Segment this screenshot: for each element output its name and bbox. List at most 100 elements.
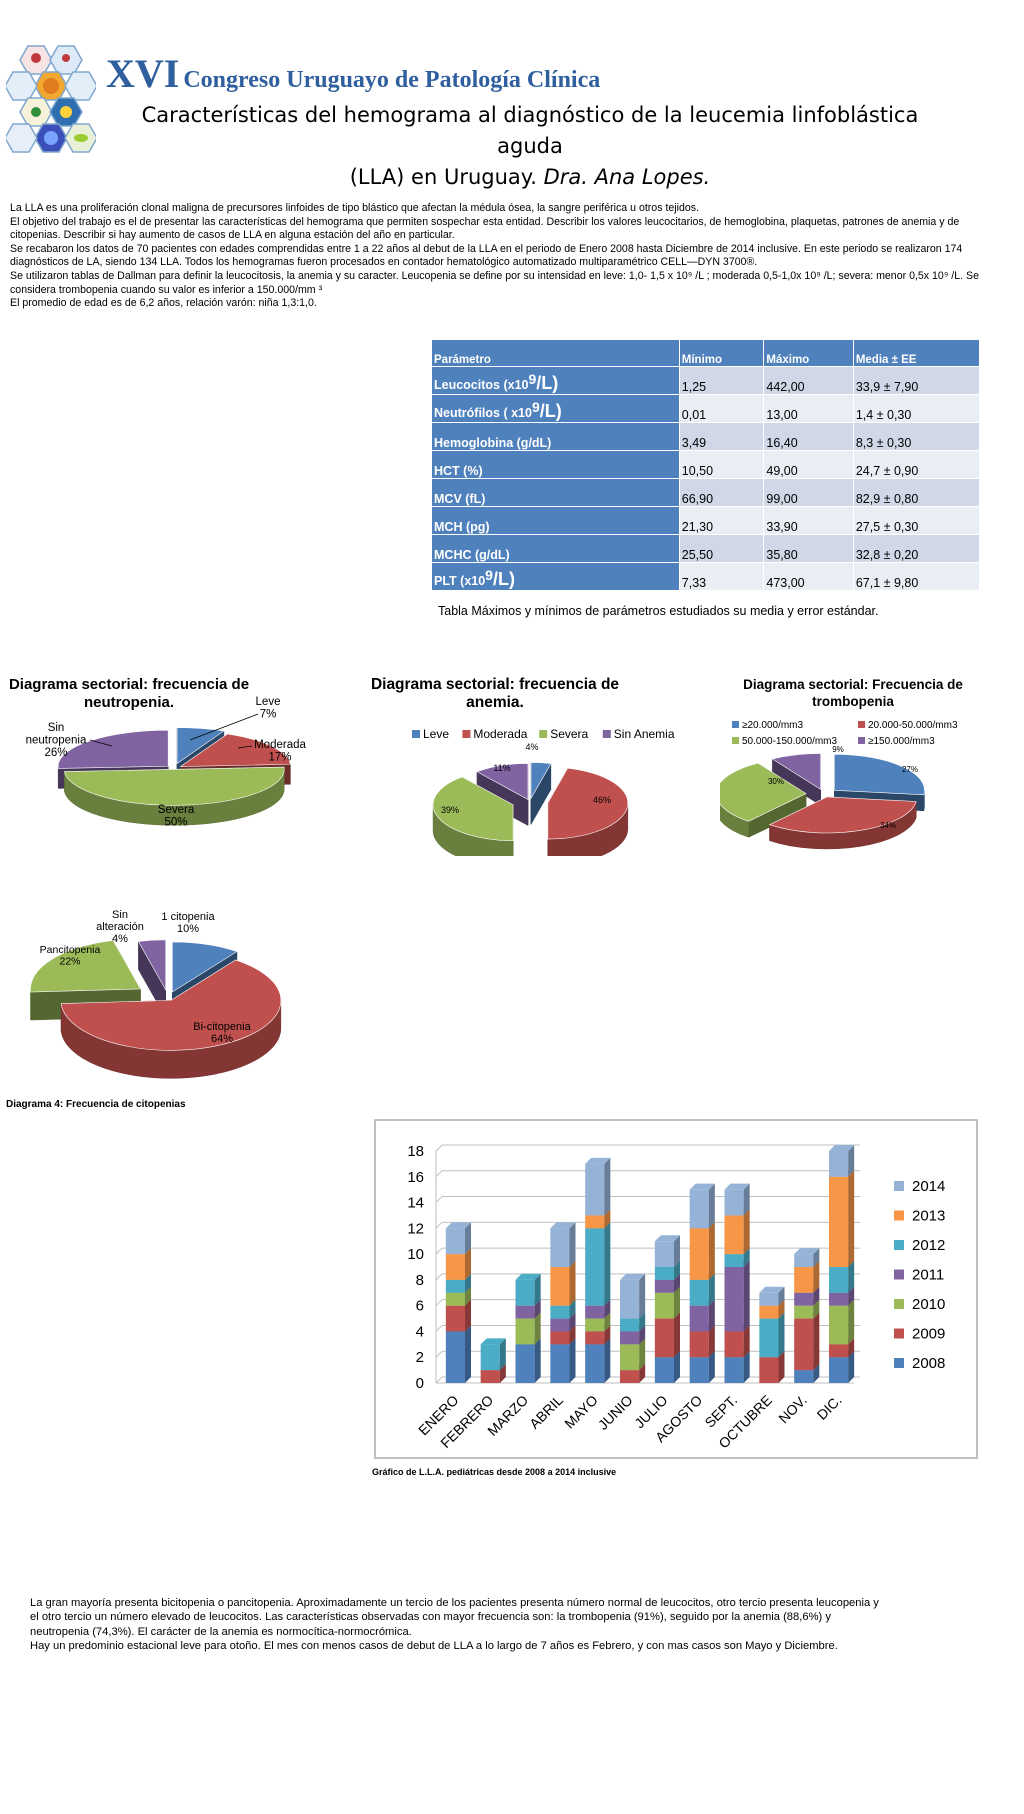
congress-name: XVI Congreso Uruguayo de Patología Clíni… (106, 50, 600, 97)
parameter-name: Neutrófilos ( x10 (434, 406, 532, 420)
legend-label: 2014 (912, 1178, 945, 1195)
legend-item: 2013 (894, 1208, 945, 1225)
intro-paragraph: El promedio de edad es de 6,2 años, rela… (10, 297, 317, 310)
column-header: Parámetro (432, 340, 680, 367)
bar-chart-frame: 0 2 4 6 8 10 12 14 16 18 ENERO FEBRERO MARZO ABRIL MAY… (374, 1119, 978, 1459)
bar-segment (550, 1338, 576, 1383)
slice-label: Leve 7% (256, 696, 281, 721)
value-cell-min: 25,50 (679, 534, 765, 563)
y-tick-label: 18 (407, 1143, 424, 1160)
value-cell-mean: 82,9 ± 0,80 (853, 478, 981, 507)
pie-slice-moderada (179, 733, 291, 767)
parameter-cell: MCH (pg) (432, 506, 680, 535)
slice-label: Bi-citopenia 64% (193, 1021, 251, 1045)
bar-segment (585, 1222, 611, 1306)
parameter-name: HCT (%) (434, 464, 483, 478)
y-tick-label: 14 (407, 1195, 424, 1212)
column-header: Mínimo (679, 340, 765, 367)
table-row: MCHC (g/dL) 25,50 35,80 32,8 ± 0,20 (432, 534, 981, 563)
congress-logo (6, 45, 96, 153)
legend-item: 2014 (894, 1178, 945, 1195)
bar-segment (829, 1170, 855, 1267)
parameter-exponent: 9 (531, 398, 540, 415)
table-row: HCT (%) 10,50 49,00 24,7 ± 0,90 (432, 450, 981, 479)
chart-title: Diagrama sectorial: frecuencia de neutro… (8, 676, 250, 711)
slice-label: 11% (493, 763, 510, 773)
legend-label: Moderada (473, 727, 527, 741)
legend-item: ≥150.000/mm3 (858, 736, 935, 747)
bar-segment (759, 1286, 785, 1306)
bar-segment (724, 1261, 750, 1332)
value-cell-min: 66,90 (679, 478, 765, 507)
label-leader (189, 713, 259, 741)
y-tick-label: 16 (407, 1169, 424, 1186)
chart-title: Diagrama sectorial: Frecuencia de trombo… (743, 677, 963, 709)
legend-item: Severa (539, 727, 589, 741)
legend-label: ≥20.000/mm3 (742, 720, 804, 731)
legend-item: ≥20.000/mm3 (732, 720, 804, 731)
legend-label: 2013 (912, 1208, 945, 1225)
bar-segment (654, 1286, 680, 1319)
value-cell-min: 21,30 (679, 506, 765, 535)
bar-segment (689, 1222, 715, 1280)
legend-label: 2009 (912, 1326, 945, 1343)
bar-segment (515, 1338, 541, 1383)
table-row: MCH (pg) 21,30 33,90 27,5 ± 0,30 (432, 506, 981, 535)
parameter-unit: /L) (536, 373, 559, 393)
parameters-table: Parámetro Mínimo Máximo Media ± EE Leuco… (432, 340, 981, 590)
trombopenia-pie: ≥20.000/mm3 20.000-50.000/mm3 50.000-150.0… (720, 720, 958, 850)
legend-item: 2011 (894, 1267, 944, 1284)
table-row: MCV (fL) 66,90 99,00 82,9 ± 0,80 (432, 478, 981, 507)
value-cell-min: 7,33 (679, 562, 765, 590)
pie-slice--20-000-mm3 (834, 753, 925, 796)
bar-segment (724, 1183, 750, 1216)
parameter-name: MCV (fL) (434, 492, 486, 506)
legend-label: 20.000-50.000/mm3 (868, 720, 958, 731)
slice-label: 46% (593, 795, 611, 805)
value-cell-max: 33,90 (763, 506, 854, 535)
legend-label: Leve (423, 727, 449, 741)
value-cell-mean: 24,7 ± 0,90 (853, 450, 981, 479)
bar-segment (794, 1312, 820, 1371)
table-body: Leucocitos (x109/L) 1,25 442,00 33,9 ± 7,90… (432, 366, 981, 590)
chart-caption: Diagrama 4: Frecuencia de citopenias (6, 1099, 186, 1110)
intro-paragraph: Se recabaron los datos de 70 pacientes c… (10, 242, 963, 269)
slice-label: 30% (768, 777, 784, 786)
pie-slice-20-000-50-000-mm3 (768, 796, 917, 834)
title-line-2-text: (LLA) en Uruguay. (349, 165, 537, 189)
pie-slice-1-citopenia (172, 941, 238, 993)
anemia-pie: Leve Moderada Severa Sin Anemia 4% 46% 39% 11% (412, 727, 675, 856)
bar-segment (654, 1235, 680, 1267)
column-header: Máximo (763, 340, 854, 367)
parameter-cell: HCT (%) (432, 450, 680, 479)
bar-segment (480, 1364, 506, 1383)
value-cell-max: 35,80 (763, 534, 854, 563)
x-tick-label: MAYO (561, 1392, 601, 1432)
table-row: Leucocitos (x109/L) 1,25 442,00 33,9 ± 7,90 (432, 366, 981, 395)
parameter-unit: /L) (492, 569, 515, 589)
conclusion-paragraph: La gran mayoría presenta bicitopenia o p… (30, 1597, 879, 1638)
pie-slice-severa (432, 776, 514, 842)
citopenias-pie: 1 citopenia 10% Bi-citopenia 64% Pancitopeni… (30, 909, 282, 1079)
monthly-cases-bar-chart: 024681012141618ENEROFEBREROMARZOABRILMAY… (407, 1143, 945, 1452)
pie-slice-sin-anemia (476, 763, 529, 800)
parameter-name: MCHC (g/dL) (434, 548, 510, 562)
value-cell-mean: 67,1 ± 9,80 (853, 562, 981, 590)
title-line-1: Características del hemograma al diagnós… (141, 103, 919, 158)
bar-segment (550, 1222, 576, 1267)
legend-item: 50.000-150.000/mm3 (732, 736, 838, 747)
bar-segment (724, 1325, 750, 1358)
slice-label: 39% (441, 805, 459, 815)
slice-label: Moderada 17% (254, 739, 306, 764)
value-cell-mean: 8,3 ± 0,30 (853, 422, 981, 451)
slice-label: 34% (880, 821, 896, 830)
intro-paragraph: Se utilizaron tablas de Dallman para def… (10, 269, 979, 296)
table-row: Hemoglobina (g/dL) 3,49 16,40 8,3 ± 0,30 (432, 422, 981, 451)
table-row: PLT (x109/L) 7,33 473,00 67,1 ± 9,80 (432, 562, 981, 590)
neutropenia-pie: Leve 7% Moderada 17% Severa 50% Sin neutropenia… (26, 696, 307, 829)
value-cell-max: 99,00 (763, 478, 854, 507)
parameter-cell: Neutrófilos ( x109/L) (432, 394, 680, 423)
value-cell-min: 1,25 (679, 366, 765, 395)
bar-segment (480, 1338, 506, 1371)
y-tick-label: 2 (416, 1349, 424, 1366)
